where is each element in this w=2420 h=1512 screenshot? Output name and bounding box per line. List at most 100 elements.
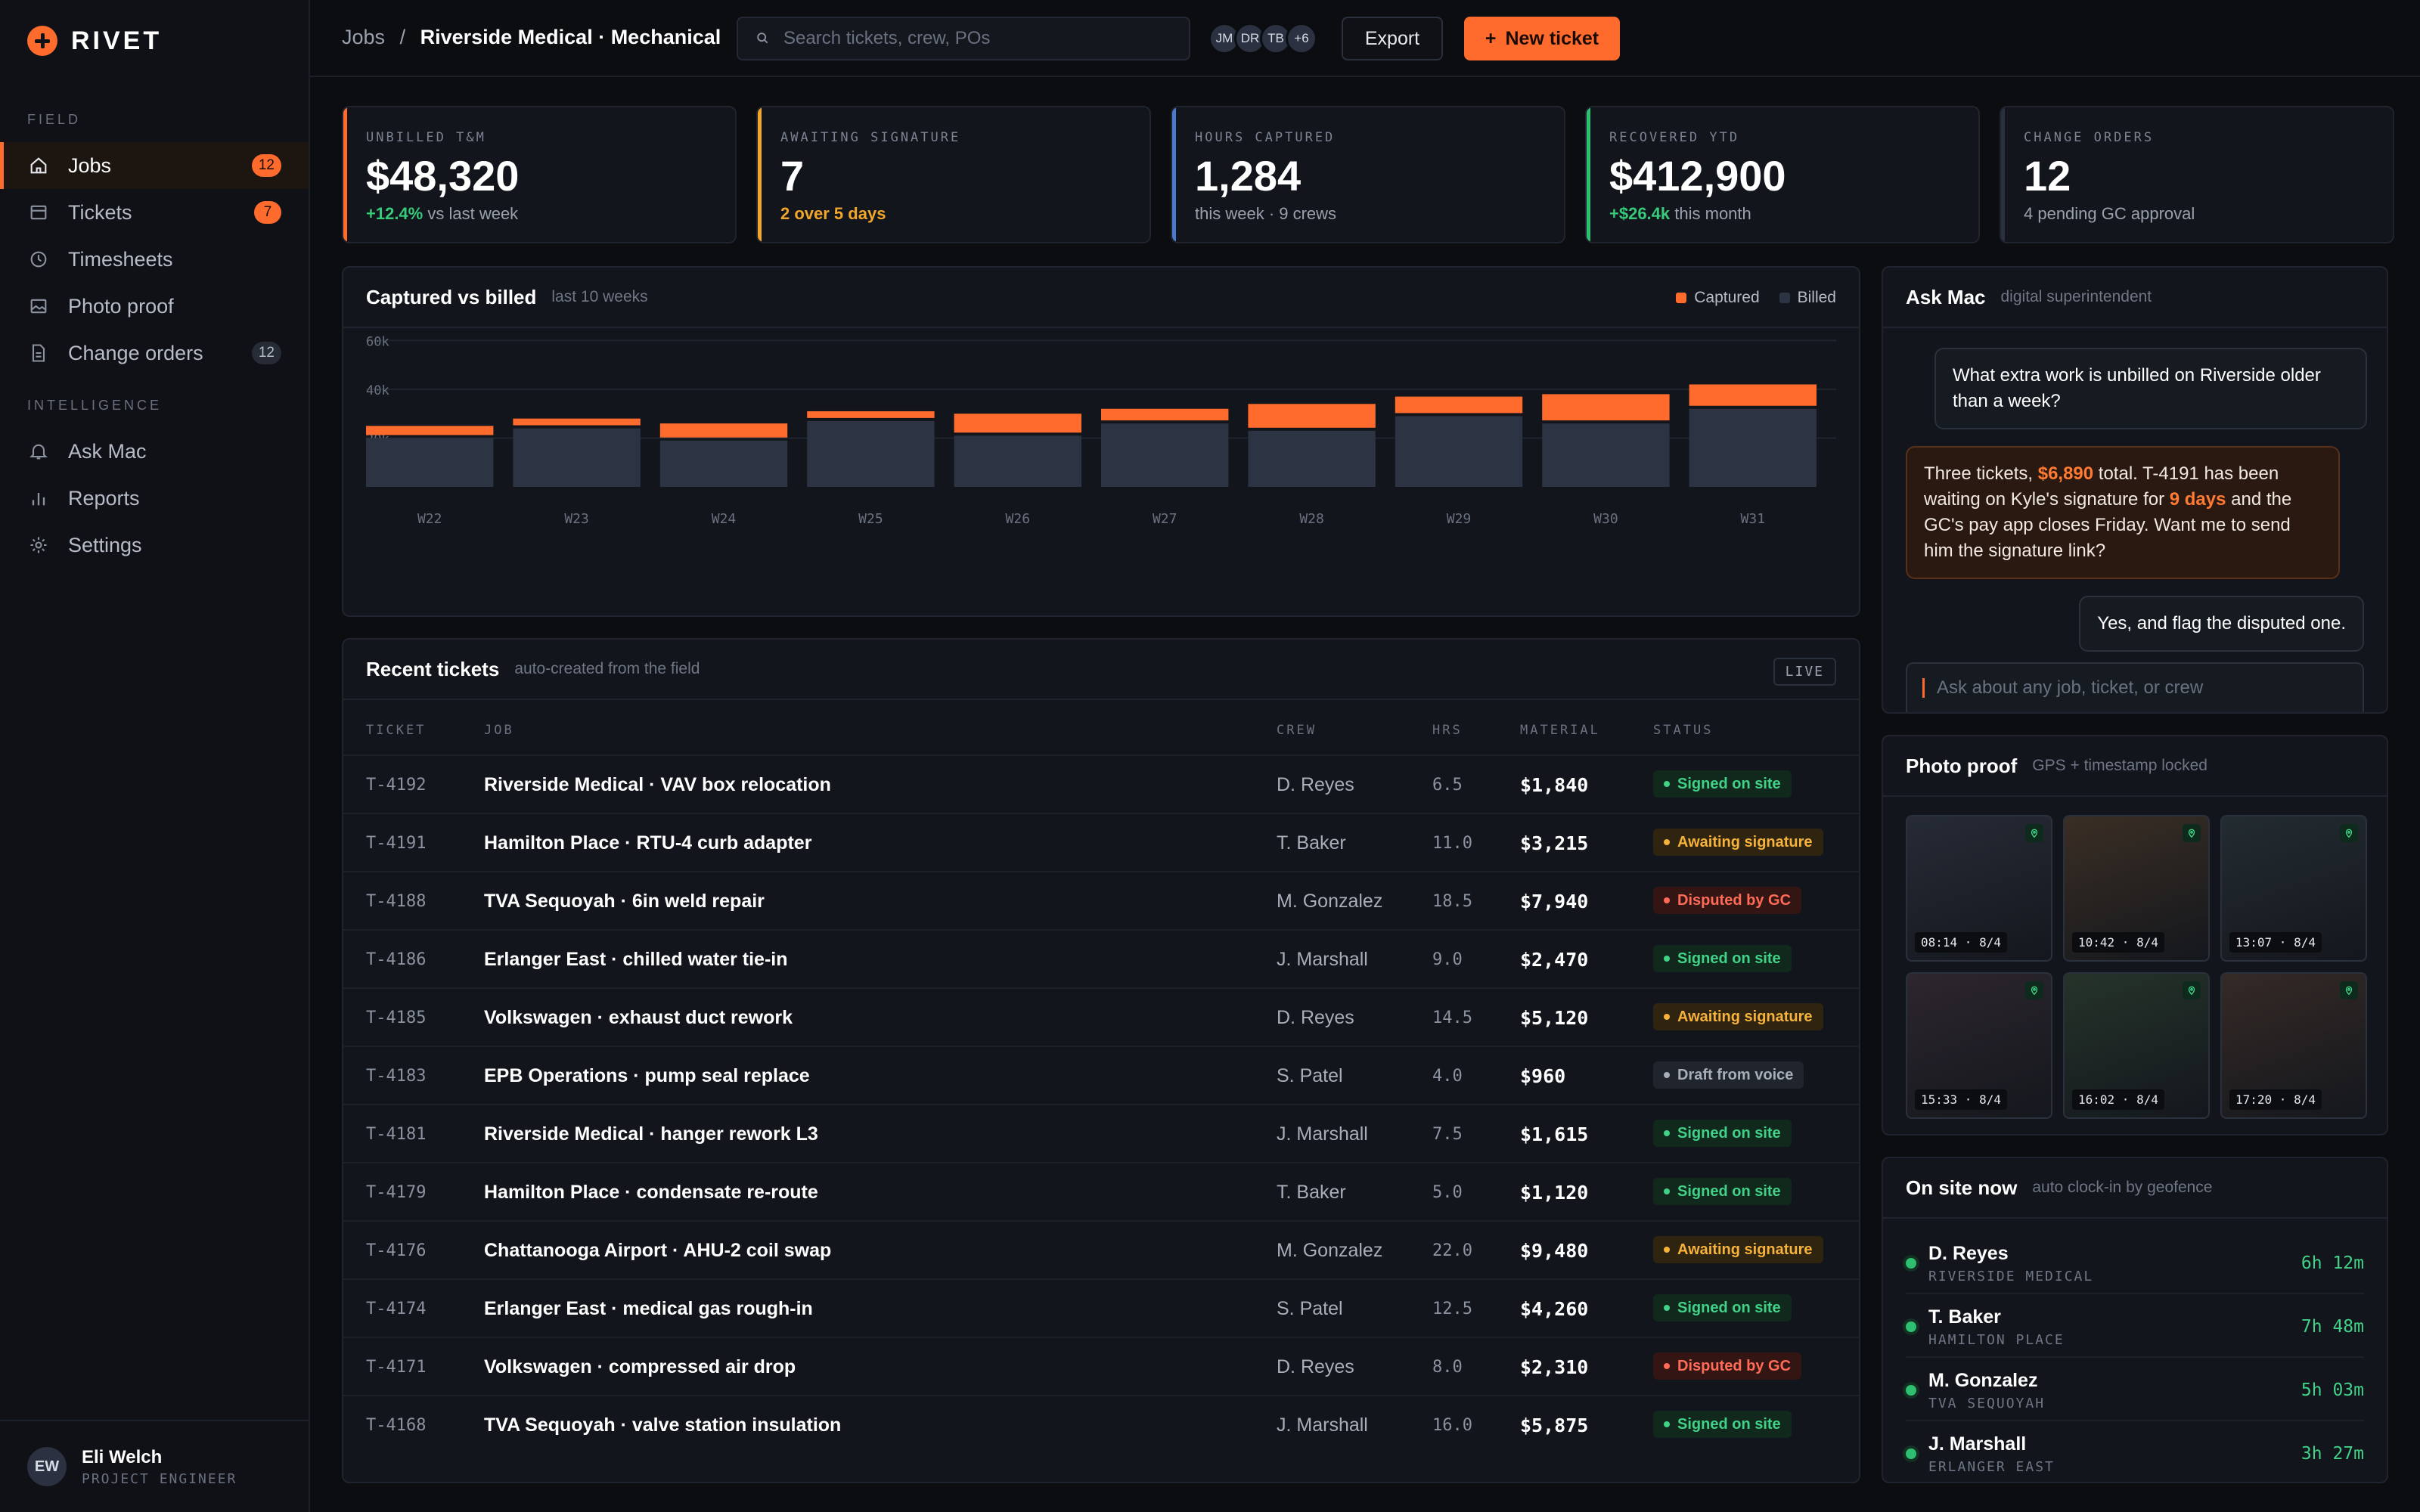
gps-pin-icon (2340, 981, 2358, 999)
sidebar-item-ask-mac[interactable]: Ask Mac (0, 428, 309, 475)
rivet-logo-icon (27, 26, 57, 56)
ticket-hours: 6.5 (1432, 776, 1463, 795)
column-header-material[interactable]: MATERIAL (1520, 723, 1600, 738)
photo-thumbnail[interactable]: 08:14 · 8/4 (1906, 815, 2052, 962)
ticket-material-cost: $9,480 (1520, 1240, 1589, 1262)
ticket-id[interactable]: T-4171 (366, 1358, 427, 1377)
list-item[interactable]: D. Reyes RIVERSIDE MEDICAL 6h 12m (1906, 1231, 2364, 1294)
ticket-id[interactable]: T-4185 (366, 1009, 427, 1027)
ticket-id[interactable]: T-4174 (366, 1300, 427, 1318)
table-row[interactable]: T-4171 Volkswagen · compressed air drop D.… (343, 1337, 1859, 1395)
column-header-job[interactable]: JOB (484, 723, 514, 738)
kpi-card[interactable]: UNBILLED T&M $48,320 +12.4% vs last week (342, 106, 737, 243)
sidebar-item-label: Photo proof (68, 294, 174, 318)
brand-logo[interactable]: RIVET (27, 26, 162, 56)
photo-thumbnail[interactable]: 13:07 · 8/4 (2220, 815, 2367, 962)
bar-billed (513, 428, 641, 487)
ticket-id[interactable]: T-4176 (366, 1241, 427, 1260)
kpi-label: RECOVERED YTD (1609, 130, 1740, 145)
ticket-id[interactable]: T-4179 (366, 1183, 427, 1202)
kpi-card[interactable]: HOURS CAPTURED 1,284 this week · 9 crews (1171, 106, 1565, 243)
user-name: Eli Welch (82, 1446, 163, 1467)
kpi-label: UNBILLED T&M (366, 130, 486, 145)
crew-name: J. Marshall (1928, 1433, 2027, 1455)
ticket-id[interactable]: T-4168 (366, 1416, 427, 1435)
online-status-dot (1906, 1321, 1916, 1332)
crew-location: ERLANGER EAST (1928, 1459, 2055, 1475)
kpi-card[interactable]: RECOVERED YTD $412,900 +$26.4k this month (1585, 106, 1980, 243)
ticket-crew: T. Baker (1277, 1182, 1346, 1203)
photo-thumbnail[interactable]: 17:20 · 8/4 (2220, 972, 2367, 1119)
sidebar-item-tickets[interactable]: Tickets 7 (0, 189, 309, 236)
bar-captured (1395, 396, 1523, 414)
ticket-material-cost: $3,215 (1520, 832, 1589, 854)
ticket-job: Erlanger East · chilled water tie-in (484, 949, 788, 970)
list-item[interactable]: T. Baker HAMILTON PLACE 7h 48m (1906, 1294, 2364, 1358)
column-header-crew[interactable]: CREW (1277, 723, 1317, 738)
photo-thumbnail[interactable]: 10:42 · 8/4 (2063, 815, 2210, 962)
table-row[interactable]: T-4186 Erlanger East · chilled water tie-… (343, 929, 1859, 987)
new-ticket-button[interactable]: + New ticket (1464, 17, 1620, 60)
bar-billed (659, 440, 788, 487)
photo-thumbnail[interactable]: 16:02 · 8/4 (2063, 972, 2210, 1119)
bar-captured (513, 418, 641, 426)
kpi-sub-label: 4 pending GC approval (2024, 204, 2195, 223)
ticket-crew: M. Gonzalez (1277, 891, 1383, 912)
list-item[interactable]: M. Gonzalez TVA SEQUOYAH 5h 03m (1906, 1358, 2364, 1421)
sidebar-item-reports[interactable]: Reports (0, 475, 309, 522)
sidebar-item-jobs[interactable]: Jobs 12 (0, 142, 309, 189)
chat-input-box[interactable] (1906, 662, 2364, 712)
crew-avatar-stack[interactable]: JM DR TB +6 (1208, 23, 1317, 54)
ticket-hours: 4.0 (1432, 1067, 1463, 1086)
export-button[interactable]: Export (1342, 17, 1443, 60)
table-row[interactable]: T-4181 Riverside Medical · hanger rework … (343, 1104, 1859, 1162)
ticket-crew: D. Reyes (1277, 774, 1354, 795)
search-input[interactable] (783, 28, 1177, 49)
ticket-material-cost: $960 (1520, 1065, 1566, 1087)
table-row[interactable]: T-4191 Hamilton Place · RTU-4 curb adapte… (343, 813, 1859, 871)
jobs-count-badge: 12 (251, 154, 281, 177)
kpi-sub-label: this week · 9 crews (1195, 204, 1337, 223)
table-row[interactable]: T-4192 Riverside Medical · VAV box reloca… (343, 754, 1859, 813)
column-header-ticket[interactable]: TICKET (366, 723, 427, 738)
status-badge: Disputed by GC (1653, 1352, 1802, 1380)
ticket-crew: D. Reyes (1277, 1356, 1354, 1377)
table-row[interactable]: T-4176 Chattanooga Airport · AHU-2 coil s… (343, 1220, 1859, 1278)
ticket-id[interactable]: T-4186 (366, 950, 427, 969)
search-box[interactable] (737, 17, 1190, 60)
table-row[interactable]: T-4168 TVA Sequoyah · valve station insul… (343, 1395, 1859, 1453)
kpi-subtext: 4 pending GC approval (2024, 204, 2195, 224)
ticket-hours: 9.0 (1432, 950, 1463, 969)
list-item[interactable]: J. Marshall ERLANGER EAST 3h 27m (1906, 1421, 2364, 1482)
kpi-card[interactable]: CHANGE ORDERS 12 4 pending GC approval (2000, 106, 2394, 243)
user-profile[interactable]: EW Eli Welch PROJECT ENGINEER (0, 1420, 309, 1512)
table-row[interactable]: T-4183 EPB Operations · pump seal replace… (343, 1046, 1859, 1104)
chat-input[interactable] (1937, 677, 2360, 699)
ticket-material-cost: $5,120 (1520, 1007, 1589, 1029)
ticket-id[interactable]: T-4183 (366, 1067, 427, 1086)
ticket-id[interactable]: T-4188 (366, 892, 427, 911)
table-row[interactable]: T-4185 Volkswagen · exhaust duct rework D.… (343, 987, 1859, 1046)
photo-thumbnail[interactable]: 15:33 · 8/4 (1906, 972, 2052, 1119)
kpi-card[interactable]: AWAITING SIGNATURE 7 2 over 5 days (756, 106, 1151, 243)
table-row[interactable]: T-4188 TVA Sequoyah · 6in weld repair M. G… (343, 871, 1859, 929)
kpi-accent-bar (1172, 107, 1176, 242)
table-row[interactable]: T-4179 Hamilton Place · condensate re-rou… (343, 1162, 1859, 1220)
photo-proof-title: Photo proof (1906, 754, 2018, 777)
column-header-status[interactable]: STATUS (1653, 723, 1714, 738)
ticket-id[interactable]: T-4181 (366, 1125, 427, 1144)
status-badge: Awaiting signature (1653, 1003, 1823, 1030)
sidebar-item-settings[interactable]: Settings (0, 522, 309, 569)
sidebar-item-timesheets[interactable]: Timesheets (0, 236, 309, 283)
column-header-hrs[interactable]: HRS (1432, 723, 1463, 738)
ticket-id[interactable]: T-4191 (366, 834, 427, 853)
status-badge: Signed on site (1653, 945, 1792, 972)
brand-name: RIVET (71, 26, 163, 55)
ticket-id[interactable]: T-4192 (366, 776, 427, 795)
document-icon (27, 342, 50, 364)
ticket-material-cost: $5,875 (1520, 1414, 1589, 1436)
sidebar-item-change-orders[interactable]: Change orders 12 (0, 330, 309, 376)
sidebar-item-photo-proof[interactable]: Photo proof (0, 283, 309, 330)
breadcrumb-root[interactable]: Jobs (342, 26, 386, 48)
table-row[interactable]: T-4174 Erlanger East · medical gas rough-… (343, 1278, 1859, 1337)
